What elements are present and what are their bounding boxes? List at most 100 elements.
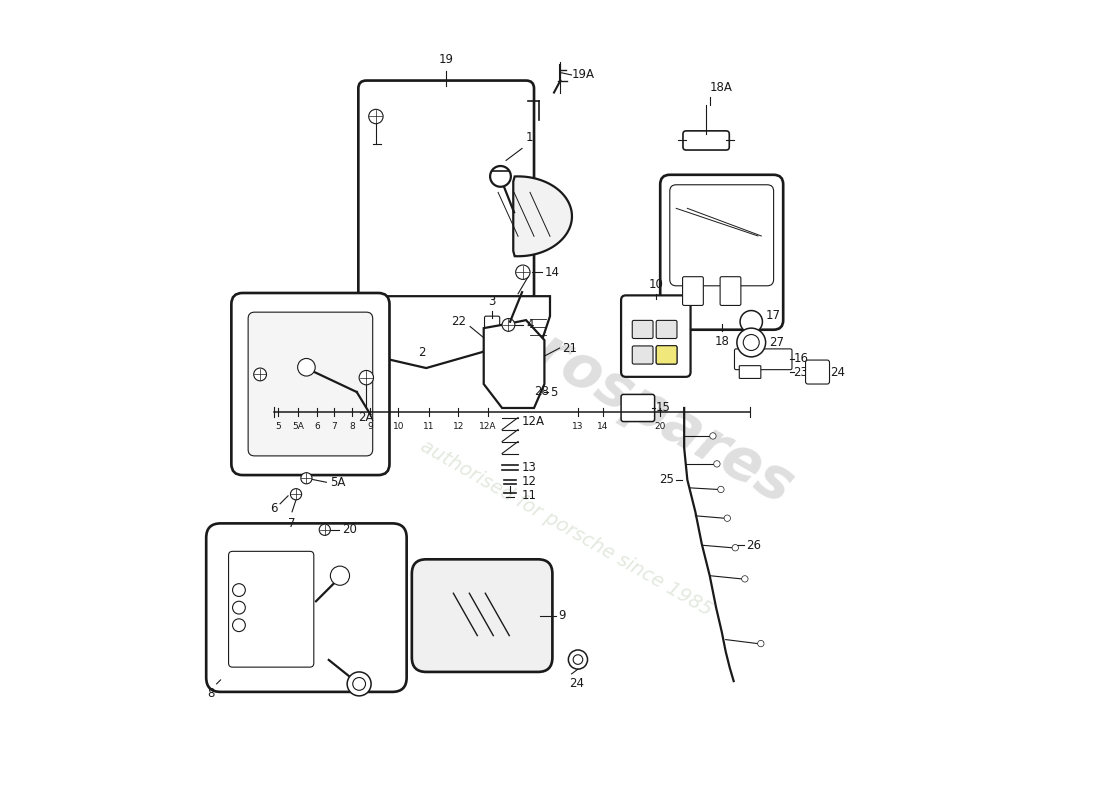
Circle shape bbox=[710, 433, 716, 439]
Circle shape bbox=[737, 328, 766, 357]
Polygon shape bbox=[514, 176, 572, 256]
Text: 25: 25 bbox=[659, 474, 674, 486]
FancyBboxPatch shape bbox=[249, 312, 373, 456]
Text: 13: 13 bbox=[521, 462, 536, 474]
Text: 9: 9 bbox=[558, 609, 565, 622]
Text: 28: 28 bbox=[535, 385, 550, 398]
Text: 19: 19 bbox=[439, 53, 453, 66]
Circle shape bbox=[348, 672, 371, 696]
Text: 22: 22 bbox=[451, 315, 466, 328]
Text: 5A: 5A bbox=[293, 422, 305, 431]
FancyBboxPatch shape bbox=[657, 346, 676, 364]
Circle shape bbox=[330, 566, 350, 586]
Text: 11: 11 bbox=[521, 490, 537, 502]
Text: 24: 24 bbox=[569, 677, 584, 690]
Circle shape bbox=[254, 368, 266, 381]
Text: 8: 8 bbox=[349, 422, 355, 431]
Text: 21: 21 bbox=[562, 342, 578, 354]
Text: 15: 15 bbox=[656, 402, 670, 414]
Circle shape bbox=[744, 334, 759, 350]
Polygon shape bbox=[484, 320, 544, 408]
Text: 10: 10 bbox=[648, 278, 663, 290]
Circle shape bbox=[740, 310, 762, 333]
Circle shape bbox=[359, 370, 374, 385]
Circle shape bbox=[724, 515, 730, 522]
FancyBboxPatch shape bbox=[660, 174, 783, 330]
FancyBboxPatch shape bbox=[206, 523, 407, 692]
Circle shape bbox=[290, 489, 301, 500]
Text: 20: 20 bbox=[654, 422, 666, 431]
Circle shape bbox=[298, 358, 316, 376]
Circle shape bbox=[232, 602, 245, 614]
Text: 10: 10 bbox=[393, 422, 404, 431]
Circle shape bbox=[714, 461, 720, 467]
Text: 7: 7 bbox=[331, 422, 338, 431]
Text: authorised for porsche since 1985: authorised for porsche since 1985 bbox=[417, 436, 715, 619]
Text: 6: 6 bbox=[314, 422, 320, 431]
Text: 5: 5 bbox=[276, 422, 282, 431]
Text: 24: 24 bbox=[830, 366, 845, 378]
FancyBboxPatch shape bbox=[484, 316, 499, 334]
Text: 16: 16 bbox=[793, 352, 808, 365]
Text: 5A: 5A bbox=[330, 476, 345, 489]
Text: 17: 17 bbox=[766, 309, 781, 322]
FancyBboxPatch shape bbox=[670, 185, 773, 286]
FancyBboxPatch shape bbox=[621, 394, 654, 422]
FancyBboxPatch shape bbox=[632, 320, 653, 338]
Circle shape bbox=[491, 166, 510, 186]
FancyBboxPatch shape bbox=[805, 360, 829, 384]
Text: 13: 13 bbox=[572, 422, 584, 431]
Text: 6: 6 bbox=[271, 502, 277, 515]
Circle shape bbox=[232, 619, 245, 631]
Text: 19A: 19A bbox=[572, 69, 595, 82]
FancyBboxPatch shape bbox=[683, 277, 703, 306]
FancyBboxPatch shape bbox=[231, 293, 389, 475]
FancyBboxPatch shape bbox=[359, 81, 534, 312]
Circle shape bbox=[717, 486, 724, 493]
Text: 14: 14 bbox=[597, 422, 608, 431]
Circle shape bbox=[300, 473, 312, 484]
FancyBboxPatch shape bbox=[621, 295, 691, 377]
Text: 12A: 12A bbox=[478, 422, 496, 431]
Text: 12: 12 bbox=[452, 422, 464, 431]
Text: 23: 23 bbox=[793, 366, 808, 378]
Text: 5: 5 bbox=[550, 386, 558, 398]
Text: eurospares: eurospares bbox=[455, 283, 804, 517]
Circle shape bbox=[319, 524, 330, 535]
Circle shape bbox=[733, 545, 738, 551]
Circle shape bbox=[353, 678, 365, 690]
FancyBboxPatch shape bbox=[632, 346, 653, 364]
Text: 27: 27 bbox=[769, 336, 784, 349]
Text: 26: 26 bbox=[746, 539, 761, 552]
Circle shape bbox=[758, 640, 764, 646]
FancyBboxPatch shape bbox=[683, 131, 729, 150]
FancyBboxPatch shape bbox=[720, 277, 741, 306]
FancyBboxPatch shape bbox=[411, 559, 552, 672]
Text: 8: 8 bbox=[207, 687, 215, 700]
Text: 11: 11 bbox=[422, 422, 435, 431]
Text: 2: 2 bbox=[418, 346, 426, 358]
Circle shape bbox=[368, 110, 383, 124]
Text: 2A: 2A bbox=[359, 411, 374, 424]
Text: 7: 7 bbox=[288, 517, 296, 530]
Text: 3: 3 bbox=[488, 295, 495, 308]
FancyBboxPatch shape bbox=[739, 366, 761, 378]
Text: 18: 18 bbox=[714, 334, 729, 347]
Text: 14: 14 bbox=[544, 266, 560, 278]
Circle shape bbox=[502, 318, 515, 331]
Circle shape bbox=[232, 584, 245, 597]
Circle shape bbox=[741, 576, 748, 582]
FancyBboxPatch shape bbox=[735, 349, 792, 370]
FancyBboxPatch shape bbox=[229, 551, 314, 667]
Circle shape bbox=[569, 650, 587, 669]
Circle shape bbox=[516, 265, 530, 279]
Text: 12: 12 bbox=[521, 475, 537, 488]
Text: 4: 4 bbox=[526, 318, 534, 331]
Polygon shape bbox=[366, 296, 550, 368]
Text: 1: 1 bbox=[526, 131, 534, 145]
Text: 18A: 18A bbox=[711, 81, 733, 94]
FancyBboxPatch shape bbox=[657, 346, 676, 364]
Text: 9: 9 bbox=[367, 422, 373, 431]
Text: 12A: 12A bbox=[521, 415, 544, 428]
FancyBboxPatch shape bbox=[657, 320, 676, 338]
